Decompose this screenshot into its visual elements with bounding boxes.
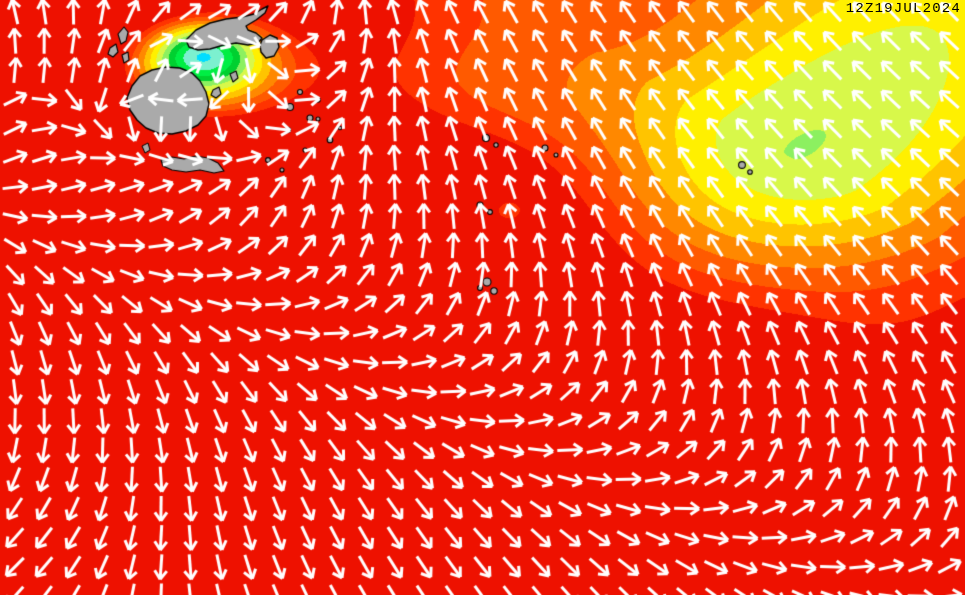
forecast-timestamp-label: 12Z19JUL2024 — [845, 1, 961, 17]
